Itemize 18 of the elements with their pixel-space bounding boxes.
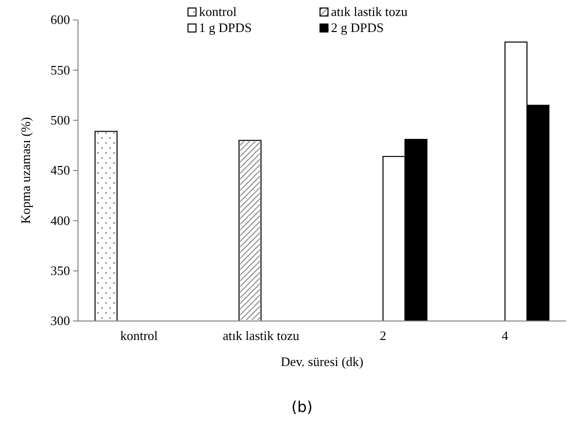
x-axis-title: Dev. süresi (dk) bbox=[280, 354, 364, 369]
y-tick-label: 450 bbox=[50, 162, 70, 178]
text: (b) bbox=[291, 398, 313, 416]
y-axis-title: Kopma uzaması (%) bbox=[18, 117, 33, 224]
y-tick-label: 350 bbox=[50, 262, 70, 278]
y-tick-label: 400 bbox=[50, 212, 70, 228]
x-tick-label: 2 bbox=[380, 328, 386, 344]
y-tick-label: 600 bbox=[50, 12, 70, 28]
y-tick-label: 300 bbox=[50, 313, 70, 328]
legend-label: 2 g DPDS bbox=[331, 20, 384, 35]
y-tick-label: 500 bbox=[50, 112, 70, 128]
x-tick-label: atık lastik tozu bbox=[222, 328, 300, 344]
legend-label: atık lastik tozu bbox=[331, 4, 408, 19]
x-tick-label: kontrol bbox=[120, 328, 158, 344]
x-tick-label: 4 bbox=[502, 328, 509, 344]
y-tick-label: 550 bbox=[50, 62, 70, 78]
legend-label: kontrol bbox=[199, 4, 237, 19]
legend-label: 1 g DPDS bbox=[199, 20, 252, 35]
